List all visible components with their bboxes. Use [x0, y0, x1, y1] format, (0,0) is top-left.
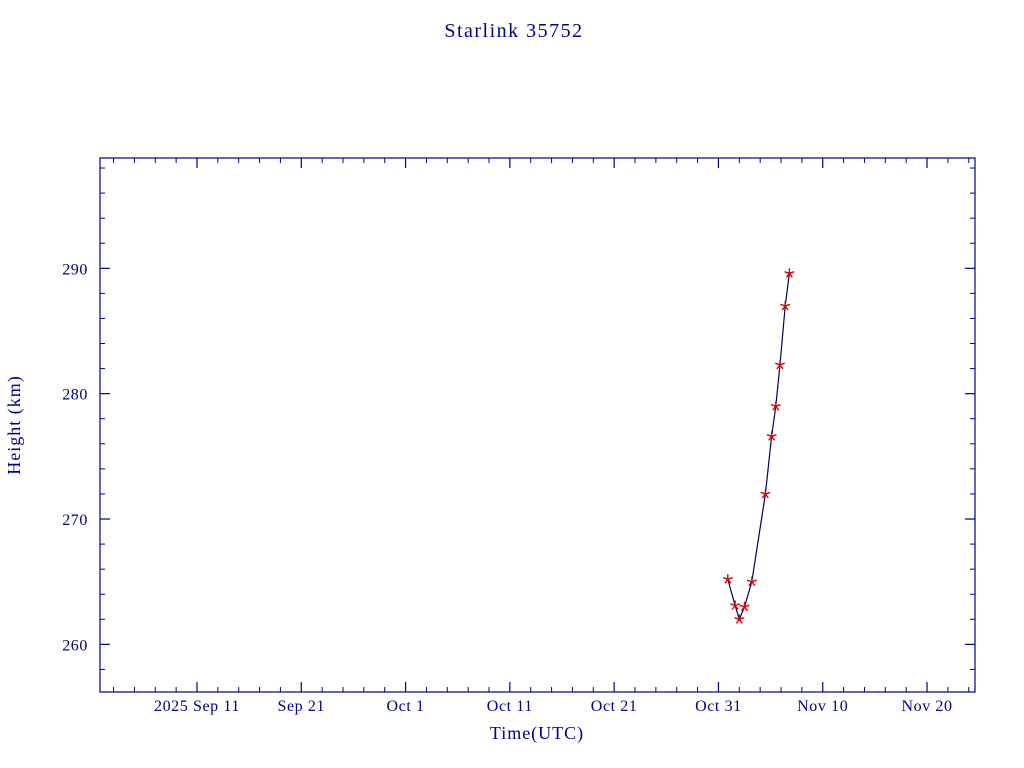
x-tick-label: Nov 20	[901, 698, 952, 715]
x-tick-label: Oct 31	[695, 698, 742, 715]
x-tick-label: Oct 1	[387, 698, 425, 715]
y-axis-label: Height (km)	[4, 375, 25, 474]
x-axis-ticks: 2025 Sep 11 Sep 21 Oct 1 Oct 11 Oct 21 Oct 31…	[113, 158, 970, 715]
data-point-marker	[784, 268, 795, 278]
x-tick-label: Oct 21	[591, 698, 638, 715]
y-tick-label: 270	[62, 512, 88, 529]
y-tick-label: 260	[62, 637, 88, 654]
y-tick-label: 290	[62, 261, 88, 278]
x-tick-label: 2025 Sep 11	[154, 698, 240, 715]
data-point-marker	[760, 488, 771, 499]
x-tick-label: Nov 10	[797, 698, 848, 715]
x-tick-label: Oct 11	[487, 698, 533, 715]
data-point-marker	[746, 576, 757, 586]
data-point-marker	[722, 574, 733, 584]
data-point-marker	[780, 300, 791, 311]
data-point-marker	[770, 401, 781, 411]
plot-area: 2025 Sep 11 Sep 21 Oct 1 Oct 11 Oct 21 Oct 31…	[62, 157, 976, 715]
height-line	[727, 273, 790, 622]
chart-title: Starlink 35752	[444, 20, 583, 42]
y-axis-ticks: 260 270 280 290	[62, 167, 975, 670]
data-point-marker	[730, 600, 741, 610]
data-point-marker	[766, 431, 777, 441]
y-tick-label: 280	[62, 387, 88, 404]
x-tick-label: Sep 21	[277, 698, 325, 715]
x-axis-label: Time(UTC)	[490, 723, 584, 744]
plot-frame	[99, 157, 976, 693]
data-point-marker	[734, 614, 745, 624]
data-point-marker	[739, 601, 750, 612]
data-point-markers	[722, 268, 795, 624]
data-point-marker	[775, 359, 785, 370]
